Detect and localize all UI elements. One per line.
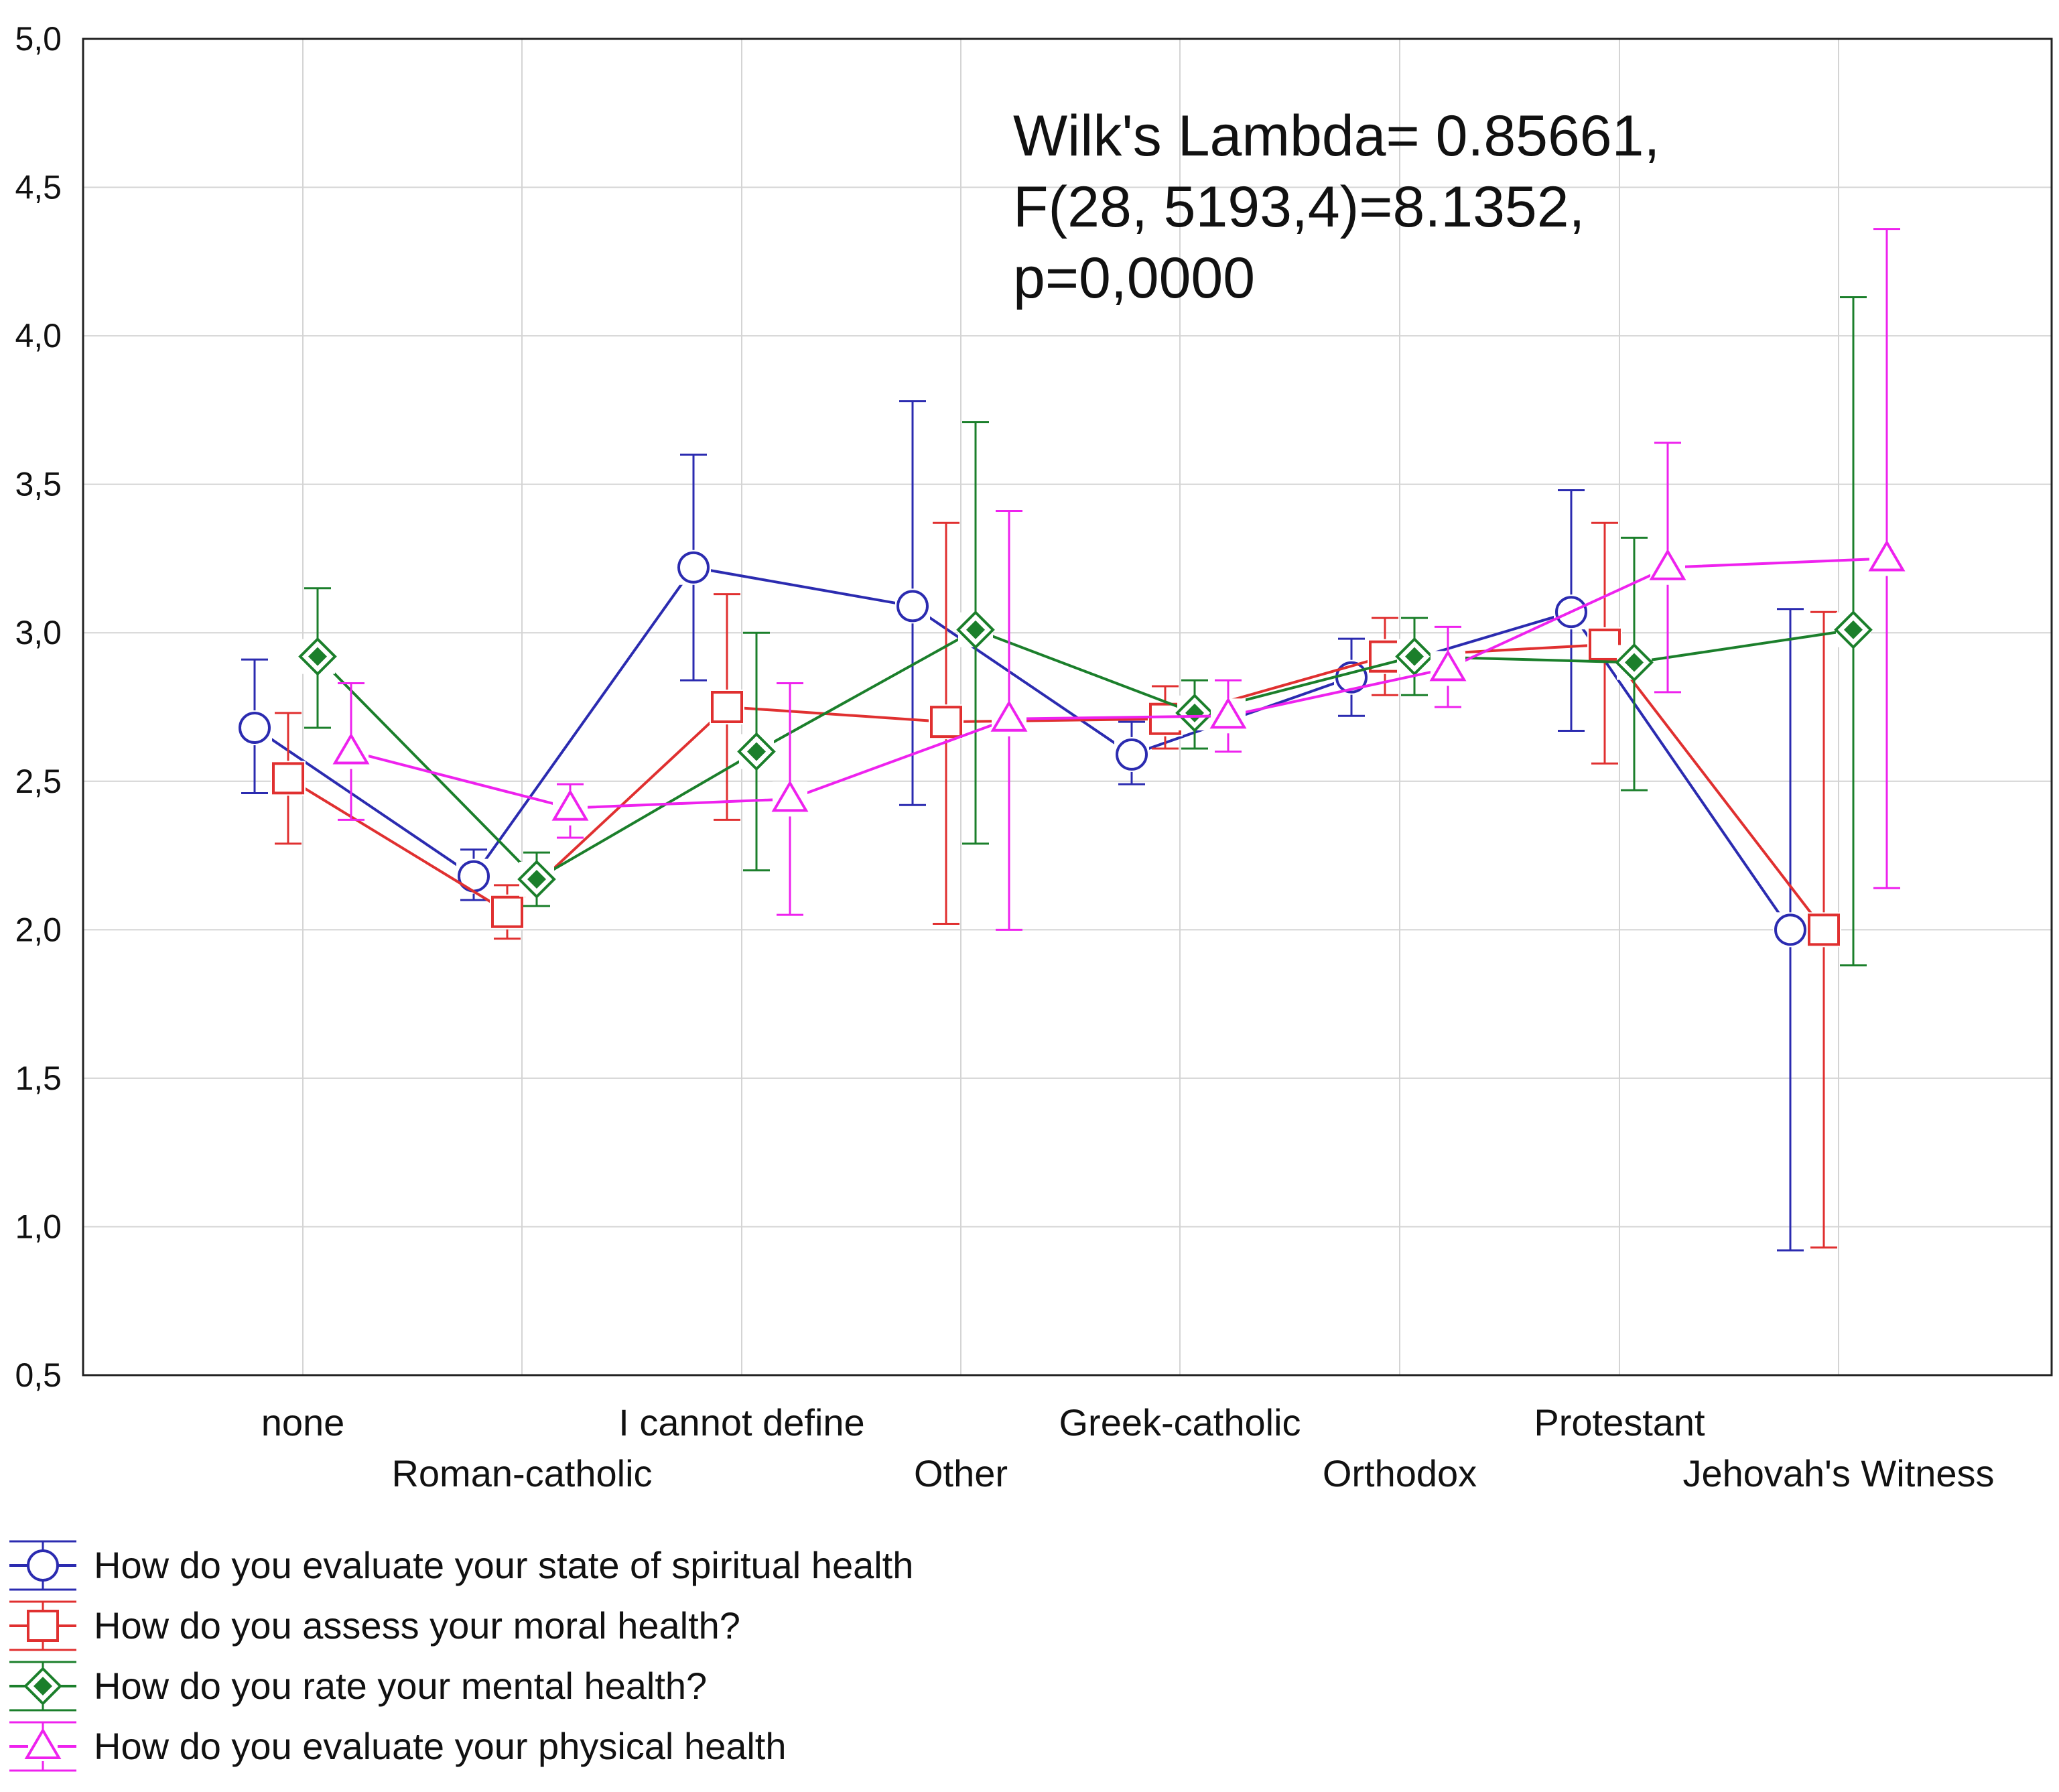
annotation-line: p=0,0000 bbox=[1013, 246, 1255, 310]
diamond-fill bbox=[1844, 620, 1863, 639]
legend-marker-icon bbox=[24, 1728, 62, 1759]
legend-label: How do you evaluate your state of spirit… bbox=[94, 1544, 913, 1586]
data-point bbox=[1834, 610, 1873, 649]
data-point bbox=[771, 780, 809, 812]
statistics-annotation: Wilk's Lambda= 0.85661, F(28, 5193,4)=8.1… bbox=[1013, 104, 1660, 310]
data-point bbox=[239, 712, 271, 745]
x-tick-label: Orthodox bbox=[1323, 1452, 1477, 1494]
data-point bbox=[1209, 697, 1247, 729]
data-point bbox=[1175, 694, 1214, 732]
data-point bbox=[1615, 643, 1654, 682]
y-axis-ticks: 0,5 1,0 1,5 2,0 2,5 3,0 3,5 4,0 4,5 5,0 bbox=[15, 20, 62, 1394]
marker-bg bbox=[1806, 912, 1841, 948]
legend-item-1: How do you evaluate your state of spirit… bbox=[9, 1540, 913, 1591]
series-line bbox=[350, 557, 1887, 810]
marker-bg bbox=[710, 690, 744, 724]
data-point bbox=[1555, 596, 1587, 629]
marker-bg bbox=[929, 704, 964, 740]
marker-bg bbox=[271, 761, 306, 796]
x-tick-label: Jehovah's Witness bbox=[1682, 1452, 1994, 1494]
x-tick-label: Greek-catholic bbox=[1059, 1401, 1301, 1444]
legend-item-2: How do you assess your moral health? bbox=[9, 1600, 740, 1651]
diamond-fill bbox=[1405, 647, 1424, 666]
legend-marker-bg bbox=[28, 1611, 58, 1641]
legend-item-4: How do you evaluate your physical health bbox=[9, 1721, 787, 1772]
y-tick-label: 3,0 bbox=[15, 614, 62, 651]
legend-label: How do you evaluate your physical health bbox=[94, 1725, 787, 1767]
annotation-line: Wilk's Lambda= 0.85661, bbox=[1013, 104, 1660, 168]
data-point bbox=[990, 700, 1028, 732]
legend-label: How do you rate your mental health? bbox=[94, 1665, 707, 1707]
legend-label: How do you assess your moral health? bbox=[94, 1604, 740, 1647]
series-line bbox=[316, 628, 1854, 881]
data-point bbox=[491, 895, 523, 928]
data-point bbox=[896, 590, 929, 623]
diamond-fill bbox=[527, 870, 546, 889]
data-point bbox=[551, 789, 589, 821]
legend-marker-icon bbox=[27, 1610, 59, 1642]
plot-frame bbox=[82, 38, 2053, 1377]
data-point bbox=[1429, 649, 1467, 682]
data-point bbox=[956, 610, 995, 649]
marker-bg bbox=[1773, 912, 1808, 948]
data-point bbox=[677, 551, 710, 584]
y-tick-label: 1,0 bbox=[15, 1208, 62, 1245]
data-point bbox=[1395, 637, 1434, 676]
y-tick-label: 2,0 bbox=[15, 911, 62, 948]
data-point bbox=[711, 691, 743, 723]
data-point bbox=[1868, 539, 1906, 572]
data-point bbox=[1808, 913, 1840, 946]
legend-marker-icon bbox=[27, 1549, 59, 1582]
data-point bbox=[298, 637, 337, 676]
y-tick-label: 3,5 bbox=[15, 466, 62, 503]
x-axis-ticks: none Roman-catholic I cannot define Other Gr… bbox=[261, 1401, 1995, 1494]
data-point bbox=[1589, 628, 1621, 661]
y-tick-label: 1,5 bbox=[15, 1060, 62, 1097]
y-tick-label: 0,5 bbox=[15, 1356, 62, 1394]
marker-bg bbox=[895, 588, 930, 624]
diamond-fill bbox=[308, 647, 327, 666]
series-4 bbox=[332, 228, 1906, 931]
data-point bbox=[517, 860, 556, 899]
marker-bg bbox=[490, 894, 525, 930]
marker-bg bbox=[676, 550, 711, 585]
y-tick-label: 2,5 bbox=[15, 763, 62, 800]
data-point bbox=[1116, 738, 1148, 771]
diamond-fill bbox=[747, 742, 766, 761]
y-tick-label: 4,0 bbox=[15, 317, 62, 355]
legend-item-3: How do you rate your mental health? bbox=[9, 1661, 707, 1712]
data-point bbox=[332, 732, 370, 765]
diamond-fill bbox=[34, 1677, 52, 1695]
marker-bg bbox=[237, 710, 272, 746]
x-tick-label: Roman-catholic bbox=[391, 1452, 652, 1494]
x-tick-label: none bbox=[261, 1401, 345, 1444]
marker-bg bbox=[456, 858, 491, 894]
series-1 bbox=[237, 400, 1808, 1252]
y-tick-label: 4,5 bbox=[15, 169, 62, 206]
legend-marker-icon bbox=[23, 1667, 62, 1706]
data-point bbox=[1774, 913, 1806, 946]
x-tick-label: Other bbox=[914, 1452, 1008, 1494]
diamond-fill bbox=[1625, 653, 1644, 672]
data-point bbox=[737, 732, 776, 771]
annotation-line: F(28, 5193,4)=8.1352, bbox=[1013, 175, 1585, 239]
data-point bbox=[930, 706, 962, 739]
data-point bbox=[1649, 548, 1686, 580]
marker-bg bbox=[1114, 737, 1149, 772]
x-tick-label: I cannot define bbox=[618, 1401, 864, 1444]
y-tick-label: 5,0 bbox=[15, 20, 62, 58]
data-point bbox=[272, 762, 304, 795]
series-group bbox=[237, 228, 1906, 1252]
legend: How do you evaluate your state of spirit… bbox=[9, 1540, 913, 1772]
series-2 bbox=[271, 521, 1841, 1249]
series-3 bbox=[298, 296, 1873, 967]
x-tick-label: Protestant bbox=[1534, 1401, 1705, 1444]
marker-bg bbox=[1587, 627, 1622, 662]
diamond-fill bbox=[966, 620, 985, 639]
series-line bbox=[253, 566, 1792, 931]
